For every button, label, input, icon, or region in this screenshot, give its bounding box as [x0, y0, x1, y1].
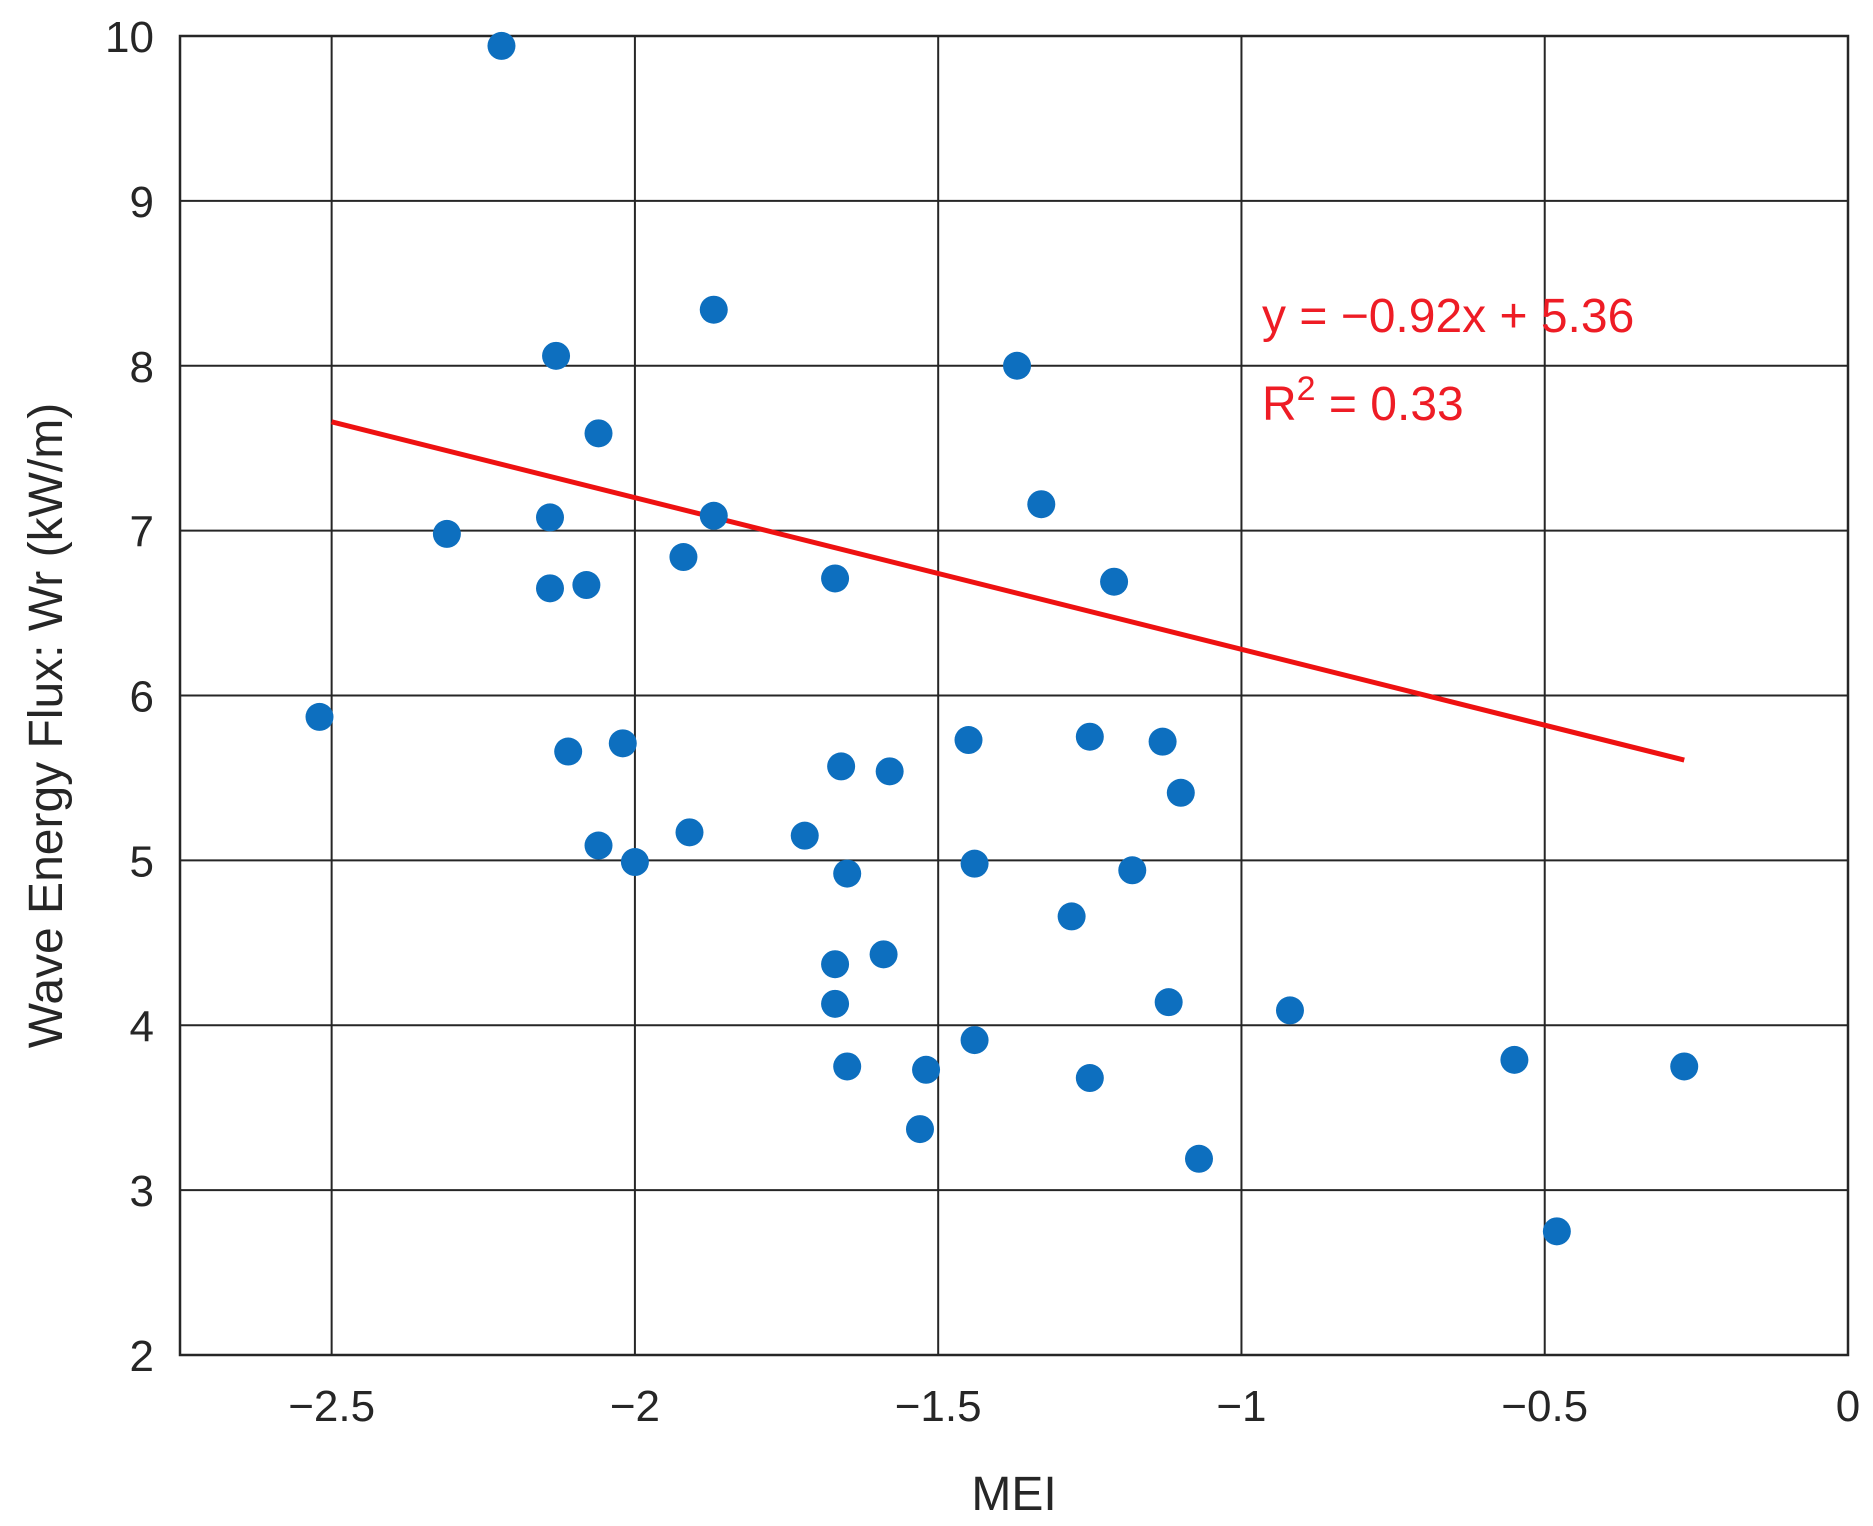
data-point: [1148, 727, 1177, 756]
data-point: [608, 729, 637, 758]
regression-equation: y = −0.92x + 5.36: [1262, 290, 1634, 343]
y-axis-ticks: 2 3 4 5 6 7 8 9 10: [105, 13, 154, 1381]
y-tick-label: 9: [130, 178, 154, 227]
y-tick-label: 7: [130, 508, 154, 557]
data-point: [620, 848, 649, 877]
data-point: [821, 989, 850, 1018]
plot-frame: [178, 34, 1850, 1357]
data-point: [1075, 1064, 1104, 1093]
data-point: [1118, 856, 1147, 885]
x-tick-label: −1: [1216, 1382, 1266, 1431]
data-point: [305, 702, 334, 731]
data-point: [1670, 1052, 1699, 1081]
data-point: [1500, 1045, 1529, 1074]
data-point: [1275, 996, 1304, 1025]
data-point: [1100, 567, 1129, 596]
data-point: [1542, 1217, 1571, 1246]
data-point: [669, 543, 698, 572]
data-point: [1027, 490, 1056, 519]
r-squared-prefix: R: [1262, 378, 1297, 431]
grid: [180, 36, 1848, 1355]
data-point: [675, 818, 704, 847]
r-squared-label: R2 = 0.33: [1262, 370, 1464, 431]
data-point: [833, 1052, 862, 1081]
data-point: [572, 571, 601, 600]
data-point: [535, 574, 564, 603]
y-tick-label: 6: [130, 673, 154, 722]
data-point: [790, 821, 819, 850]
data-point: [699, 295, 728, 324]
y-axis-title: Wave Energy Flux: Wr (kW/m): [20, 403, 73, 1048]
data-point: [869, 940, 898, 969]
data-point: [821, 950, 850, 979]
x-tick-label: −1.5: [895, 1382, 982, 1431]
y-tick-label: 4: [130, 1002, 154, 1051]
y-tick-label: 5: [130, 837, 154, 886]
r-squared-value: = 0.33: [1316, 378, 1464, 431]
x-tick-label: −0.5: [1501, 1382, 1588, 1431]
data-point: [535, 503, 564, 532]
data-point: [875, 757, 904, 786]
data-point: [954, 726, 983, 755]
data-point: [912, 1055, 941, 1084]
data-point: [432, 519, 461, 548]
y-tick-label: 10: [105, 13, 154, 62]
y-tick-label: 3: [130, 1167, 154, 1216]
data-point: [1003, 351, 1032, 380]
data-point: [542, 341, 571, 370]
data-point: [1184, 1144, 1213, 1173]
data-point: [960, 1026, 989, 1055]
x-axis-ticks: −2.5 −2 −1.5 −1 −0.5 0: [288, 1382, 1860, 1431]
data-point: [821, 564, 850, 593]
data-point: [584, 419, 613, 448]
y-tick-label: 8: [130, 343, 154, 392]
x-tick-label: 0: [1836, 1382, 1860, 1431]
data-point: [554, 737, 583, 766]
data-point: [1075, 722, 1104, 751]
data-point: [1166, 778, 1195, 807]
r-squared-exponent: 2: [1297, 370, 1316, 408]
data-point: [699, 501, 728, 530]
y-tick-label: 2: [130, 1332, 154, 1381]
data-point: [833, 859, 862, 888]
data-point: [827, 752, 856, 781]
x-tick-label: −2.5: [288, 1382, 375, 1431]
data-point: [1057, 902, 1086, 931]
x-tick-label: −2: [610, 1382, 660, 1431]
data-point: [905, 1115, 934, 1144]
regression-line: [331, 419, 1685, 763]
data-point: [487, 31, 516, 60]
x-axis-title: MEI: [971, 1468, 1056, 1521]
data-point: [584, 831, 613, 860]
data-point: [1154, 988, 1183, 1017]
data-points: [305, 31, 1699, 1246]
data-point: [960, 849, 989, 878]
